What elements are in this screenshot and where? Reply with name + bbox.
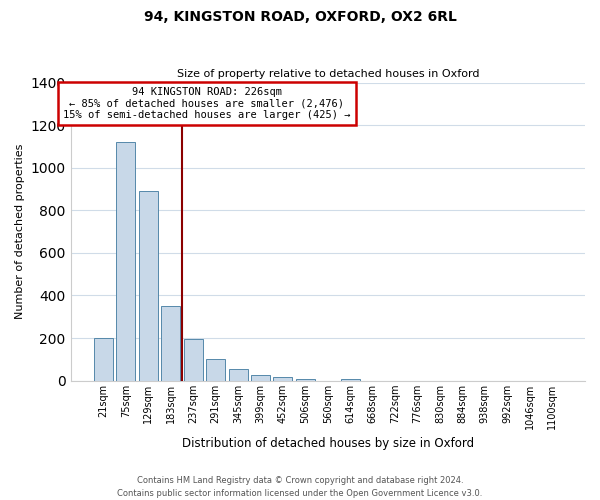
Text: Contains HM Land Registry data © Crown copyright and database right 2024.
Contai: Contains HM Land Registry data © Crown c… [118, 476, 482, 498]
X-axis label: Distribution of detached houses by size in Oxford: Distribution of detached houses by size … [182, 437, 474, 450]
Bar [274, 377, 292, 380]
Bar [94, 338, 113, 380]
Bar [116, 142, 136, 380]
Title: Size of property relative to detached houses in Oxford: Size of property relative to detached ho… [176, 69, 479, 79]
Bar [341, 378, 360, 380]
Bar [229, 368, 248, 380]
Y-axis label: Number of detached properties: Number of detached properties [15, 144, 25, 320]
Bar [139, 191, 158, 380]
Bar [251, 376, 270, 380]
Bar [296, 378, 315, 380]
Text: 94, KINGSTON ROAD, OXFORD, OX2 6RL: 94, KINGSTON ROAD, OXFORD, OX2 6RL [143, 10, 457, 24]
Bar [184, 339, 203, 380]
Bar [161, 306, 180, 380]
Text: 94 KINGSTON ROAD: 226sqm
← 85% of detached houses are smaller (2,476)
15% of sem: 94 KINGSTON ROAD: 226sqm ← 85% of detach… [63, 87, 350, 120]
Bar [206, 360, 225, 380]
